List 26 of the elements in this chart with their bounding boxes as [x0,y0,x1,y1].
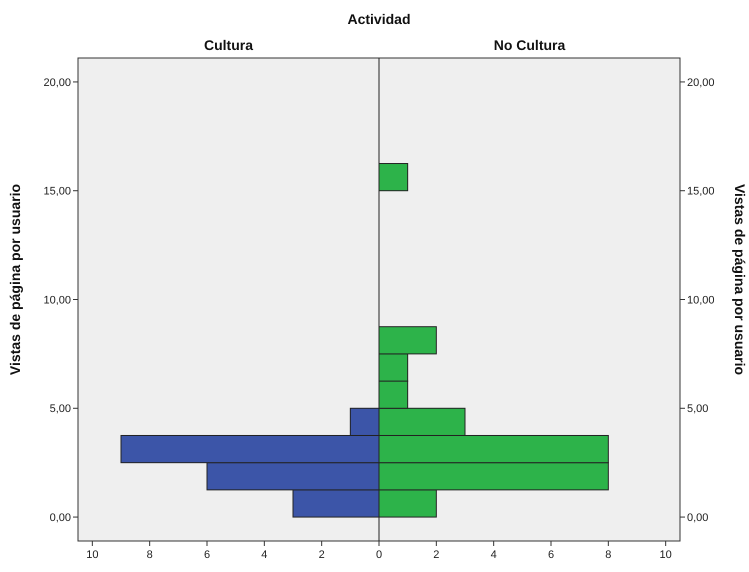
y-tick-label: 20,00 [43,76,71,89]
y-axis-title: Vistas de página por usuario [7,184,23,376]
y2-tick-label: 20,00 [687,76,715,89]
x-tick-label: 10 [660,549,672,561]
y-tick-label: 0,00 [50,512,71,524]
y2-tick-label: 5,00 [687,403,708,416]
x-tick-label: 2 [433,549,440,561]
x-tick-label: 8 [605,549,612,561]
x-tick-label: 6 [548,549,554,561]
y2-axis-title: Vistas de página por usuario [732,184,748,376]
y-tick-label: 15,00 [43,186,71,198]
x-tick-label: 8 [146,549,153,561]
x-tick-label: 10 [86,549,98,561]
y2-tick-label: 10,00 [687,294,715,306]
x-tick-label: 0 [376,549,382,561]
x-tick-label: 2 [318,549,325,561]
x-tick-label: 4 [490,549,497,561]
text: No Cultura [494,37,566,53]
text: Cultura [204,37,254,53]
y2-tick-label: 15,00 [687,186,715,198]
y2-tick-label: 0,00 [687,512,708,524]
y-tick-label: 5,00 [50,403,71,416]
chart-title: Actividad [347,11,411,27]
x-tick-label: 6 [204,549,210,561]
y-tick-label: 10,00 [43,294,71,306]
x-tick-label: 4 [261,549,268,561]
